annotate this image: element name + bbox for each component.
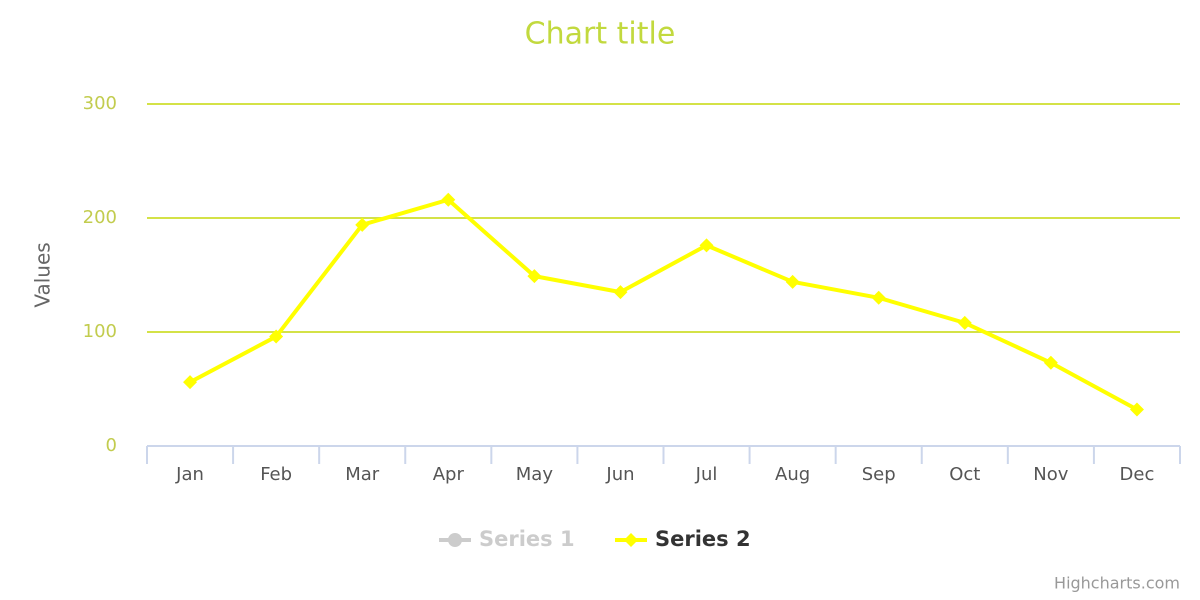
data-point	[699, 238, 714, 253]
x-tick-label: Jun	[605, 464, 634, 485]
legend-label: Series 1	[479, 527, 575, 551]
data-point	[441, 192, 456, 207]
x-tick-label: Feb	[260, 464, 292, 485]
y-tick-label: 100	[83, 321, 117, 342]
x-tick-label: Jan	[175, 464, 204, 485]
x-tick-label: Oct	[949, 464, 980, 485]
data-point	[957, 315, 972, 330]
x-tick-label: Jul	[695, 464, 718, 485]
x-tick-label: Mar	[345, 464, 380, 485]
x-tick-label: May	[516, 464, 554, 485]
x-tick-label: Sep	[862, 464, 896, 485]
data-point	[269, 329, 284, 344]
x-tick-label: Dec	[1120, 464, 1155, 485]
y-axis-label: Values	[31, 242, 55, 307]
legend-item[interactable]: Series 2	[615, 527, 751, 551]
legend-item[interactable]: Series 1	[439, 527, 575, 551]
legend-symbol	[448, 533, 462, 547]
data-point	[613, 285, 628, 300]
y-tick-label: 300	[83, 93, 117, 114]
x-tick-label: Nov	[1033, 464, 1068, 485]
data-point	[355, 217, 370, 232]
legend-symbol	[624, 533, 638, 547]
chart-title: Chart title	[525, 17, 676, 52]
data-point	[183, 375, 198, 390]
credits: Highcharts.com	[1054, 574, 1180, 593]
data-point	[1129, 402, 1144, 417]
x-tick-label: Apr	[433, 464, 465, 485]
x-tick-label: Aug	[775, 464, 810, 485]
data-point	[1043, 355, 1058, 370]
data-point	[871, 290, 886, 305]
series-line	[189, 197, 1138, 412]
legend-label: Series 2	[655, 527, 751, 551]
y-tick-label: 200	[83, 207, 117, 228]
data-point	[785, 274, 800, 289]
data-point	[527, 269, 542, 284]
y-tick-label: 0	[106, 435, 117, 456]
